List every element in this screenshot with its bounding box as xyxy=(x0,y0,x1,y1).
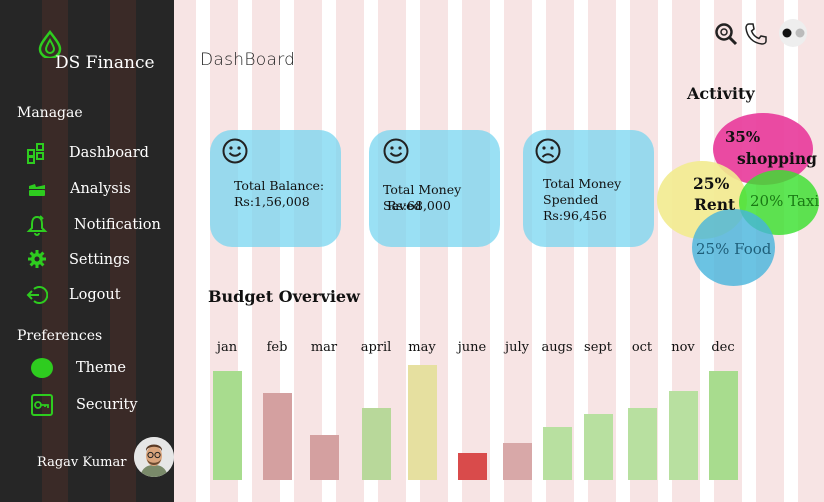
sidebar-item-label: Logout xyxy=(69,287,121,303)
bar-may[interactable] xyxy=(408,365,437,480)
sidebar-item-label: Analysis xyxy=(70,181,131,197)
search-icon[interactable] xyxy=(714,22,738,46)
shopping-label: shopping xyxy=(737,149,818,168)
bar-june[interactable] xyxy=(458,452,487,480)
rent-percent: 25% xyxy=(693,174,730,193)
logout-icon xyxy=(26,286,48,304)
month-label-augs: augs xyxy=(541,340,573,355)
month-label-may: may xyxy=(408,340,436,355)
total-balance-card[interactable]: Total Balance: Rs:1,56,008 xyxy=(210,130,341,247)
bar-mar[interactable] xyxy=(310,435,339,480)
month-label-oct: oct xyxy=(631,340,653,355)
app-title: DS Finance xyxy=(55,53,155,73)
gear-icon xyxy=(28,250,46,268)
sidebar-item-label: Dashboard xyxy=(69,145,149,161)
month-label-nov: nov xyxy=(671,340,695,355)
page-title: DashBoard xyxy=(200,50,296,70)
bar-sept[interactable] xyxy=(584,414,613,480)
card-value: Rs:1,56,008 xyxy=(234,194,310,209)
sidebar-item-label: Theme xyxy=(76,360,126,376)
sidebar: DS Finance Managae Dashboard Analysis No… xyxy=(0,0,174,502)
month-label-dec: dec xyxy=(711,340,735,355)
sidebar-item-settings[interactable]: Settings xyxy=(26,249,166,273)
drop-logo-icon xyxy=(38,30,62,58)
bar-feb[interactable] xyxy=(263,392,292,480)
sidebar-item-label: Settings xyxy=(69,252,130,268)
activity-bubble-food xyxy=(692,209,775,286)
bar-dec[interactable] xyxy=(709,370,738,480)
manage-section-label: Managae xyxy=(17,105,83,121)
month-label-jan: jan xyxy=(216,340,238,355)
sidebar-item-dashboard[interactable]: Dashboard xyxy=(26,142,166,166)
sidebar-item-logout[interactable]: Logout xyxy=(26,284,166,308)
bar-april[interactable] xyxy=(362,408,391,480)
month-label-june: june xyxy=(457,340,487,355)
activity-title: Activity xyxy=(687,84,755,103)
card-title-line1: Total Money xyxy=(543,176,622,191)
avatar[interactable] xyxy=(134,437,174,477)
sidebar-item-theme[interactable]: Theme xyxy=(26,357,166,381)
budget-overview-title: Budget Overview xyxy=(208,287,360,306)
key-icon xyxy=(31,394,53,416)
month-label-mar: mar xyxy=(310,340,338,355)
card-title-line2: Spended xyxy=(543,192,599,207)
sidebar-item-label: Notification xyxy=(74,217,161,233)
sidebar-item-analysis[interactable]: Analysis xyxy=(26,178,166,202)
month-label-april: april xyxy=(360,340,392,355)
sidebar-item-notification[interactable]: Notification xyxy=(26,214,166,238)
food-label: 25% Food xyxy=(696,240,772,258)
bell-icon xyxy=(26,215,48,236)
sidebar-item-security[interactable]: Security xyxy=(26,394,166,418)
top-toolbar xyxy=(706,18,816,50)
preferences-section-label: Preferences xyxy=(17,328,103,344)
total-money-spended-card[interactable]: Total Money Spended Rs:96,456 xyxy=(523,130,654,247)
card-title: Total Money Saved xyxy=(383,182,462,213)
analysis-icon xyxy=(29,184,45,196)
month-label-july: july xyxy=(505,340,529,355)
bar-nov[interactable] xyxy=(669,391,698,480)
bar-jan[interactable] xyxy=(213,370,242,480)
theme-toggle-icon xyxy=(31,358,53,378)
toggle-icon[interactable] xyxy=(776,18,810,48)
card-value: Rs:96,456 xyxy=(543,208,607,223)
sidebar-item-label: Security xyxy=(76,397,138,413)
month-label-sept: sept xyxy=(584,340,612,355)
smile-face-icon xyxy=(222,138,248,164)
taxi-label: 20% Taxi xyxy=(750,192,820,210)
user-avatar-icon xyxy=(134,437,174,477)
rent-label: Rent xyxy=(694,195,736,214)
bar-oct[interactable] xyxy=(628,408,657,480)
dashboard-grid-icon xyxy=(27,143,44,164)
user-name: Ragav Kumar xyxy=(37,455,127,470)
card-title: Total Balance: xyxy=(234,178,325,193)
bar-july[interactable] xyxy=(503,442,532,480)
card-value: Rs:68,000 xyxy=(387,198,451,213)
bar-augs[interactable] xyxy=(543,426,572,480)
total-money-saved-card[interactable]: Total Money Saved Rs:68,000 xyxy=(369,130,500,247)
shopping-percent: 35% xyxy=(725,128,761,146)
sad-face-icon xyxy=(535,138,561,164)
phone-icon[interactable] xyxy=(744,22,768,46)
smile-face-icon xyxy=(383,138,409,164)
month-label-feb: feb xyxy=(266,340,288,355)
